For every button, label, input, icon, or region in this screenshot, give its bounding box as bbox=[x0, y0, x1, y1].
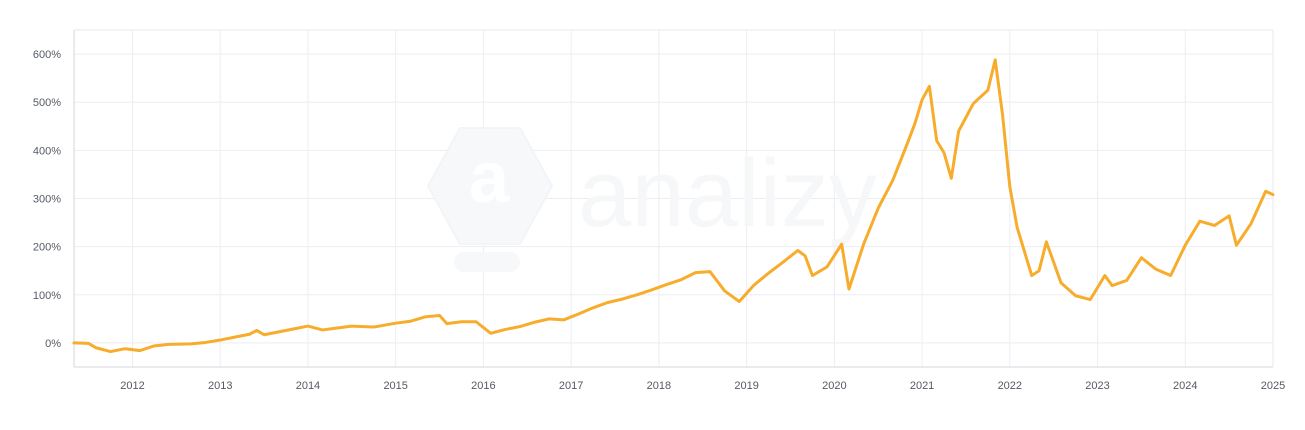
x-tick-label: 2012 bbox=[120, 380, 144, 392]
x-tick-label: 2020 bbox=[822, 380, 846, 392]
y-tick-label: 600% bbox=[33, 49, 61, 61]
y-tick-label: 0% bbox=[45, 338, 61, 350]
x-tick-label: 2018 bbox=[647, 380, 671, 392]
x-tick-label: 2019 bbox=[734, 380, 758, 392]
x-tick-label: 2015 bbox=[383, 380, 407, 392]
watermark-logo-letter: a bbox=[469, 138, 510, 218]
series-line-0 bbox=[72, 58, 1275, 354]
x-tick-label: 2017 bbox=[559, 380, 583, 392]
y-tick-label: 200% bbox=[33, 242, 61, 254]
x-tick-label: 2024 bbox=[1173, 380, 1197, 392]
watermark-logo-icon bbox=[426, 127, 554, 245]
x-tick-label: 2014 bbox=[296, 380, 320, 392]
axes: 0% 100% 200% 300% 400% 500% 600% 2012 2013 2014 20… bbox=[33, 30, 1285, 392]
y-tick-label: 400% bbox=[33, 145, 61, 157]
x-tick-label: 2025 bbox=[1261, 380, 1285, 392]
x-tick-label: 2022 bbox=[998, 380, 1022, 392]
x-tick-label: 2016 bbox=[471, 380, 495, 392]
x-tick-label: 2013 bbox=[208, 380, 232, 392]
watermark-text: analizy bbox=[578, 140, 877, 247]
y-tick-label: 100% bbox=[33, 290, 61, 302]
y-tick-label: 500% bbox=[33, 97, 61, 109]
watermark-logo-base bbox=[454, 252, 520, 272]
watermark: a analizy bbox=[426, 127, 877, 272]
x-tick-label: 2023 bbox=[1085, 380, 1109, 392]
series-layer bbox=[72, 58, 1275, 354]
x-tick-label: 2021 bbox=[910, 380, 934, 392]
y-tick-label: 300% bbox=[33, 194, 61, 206]
